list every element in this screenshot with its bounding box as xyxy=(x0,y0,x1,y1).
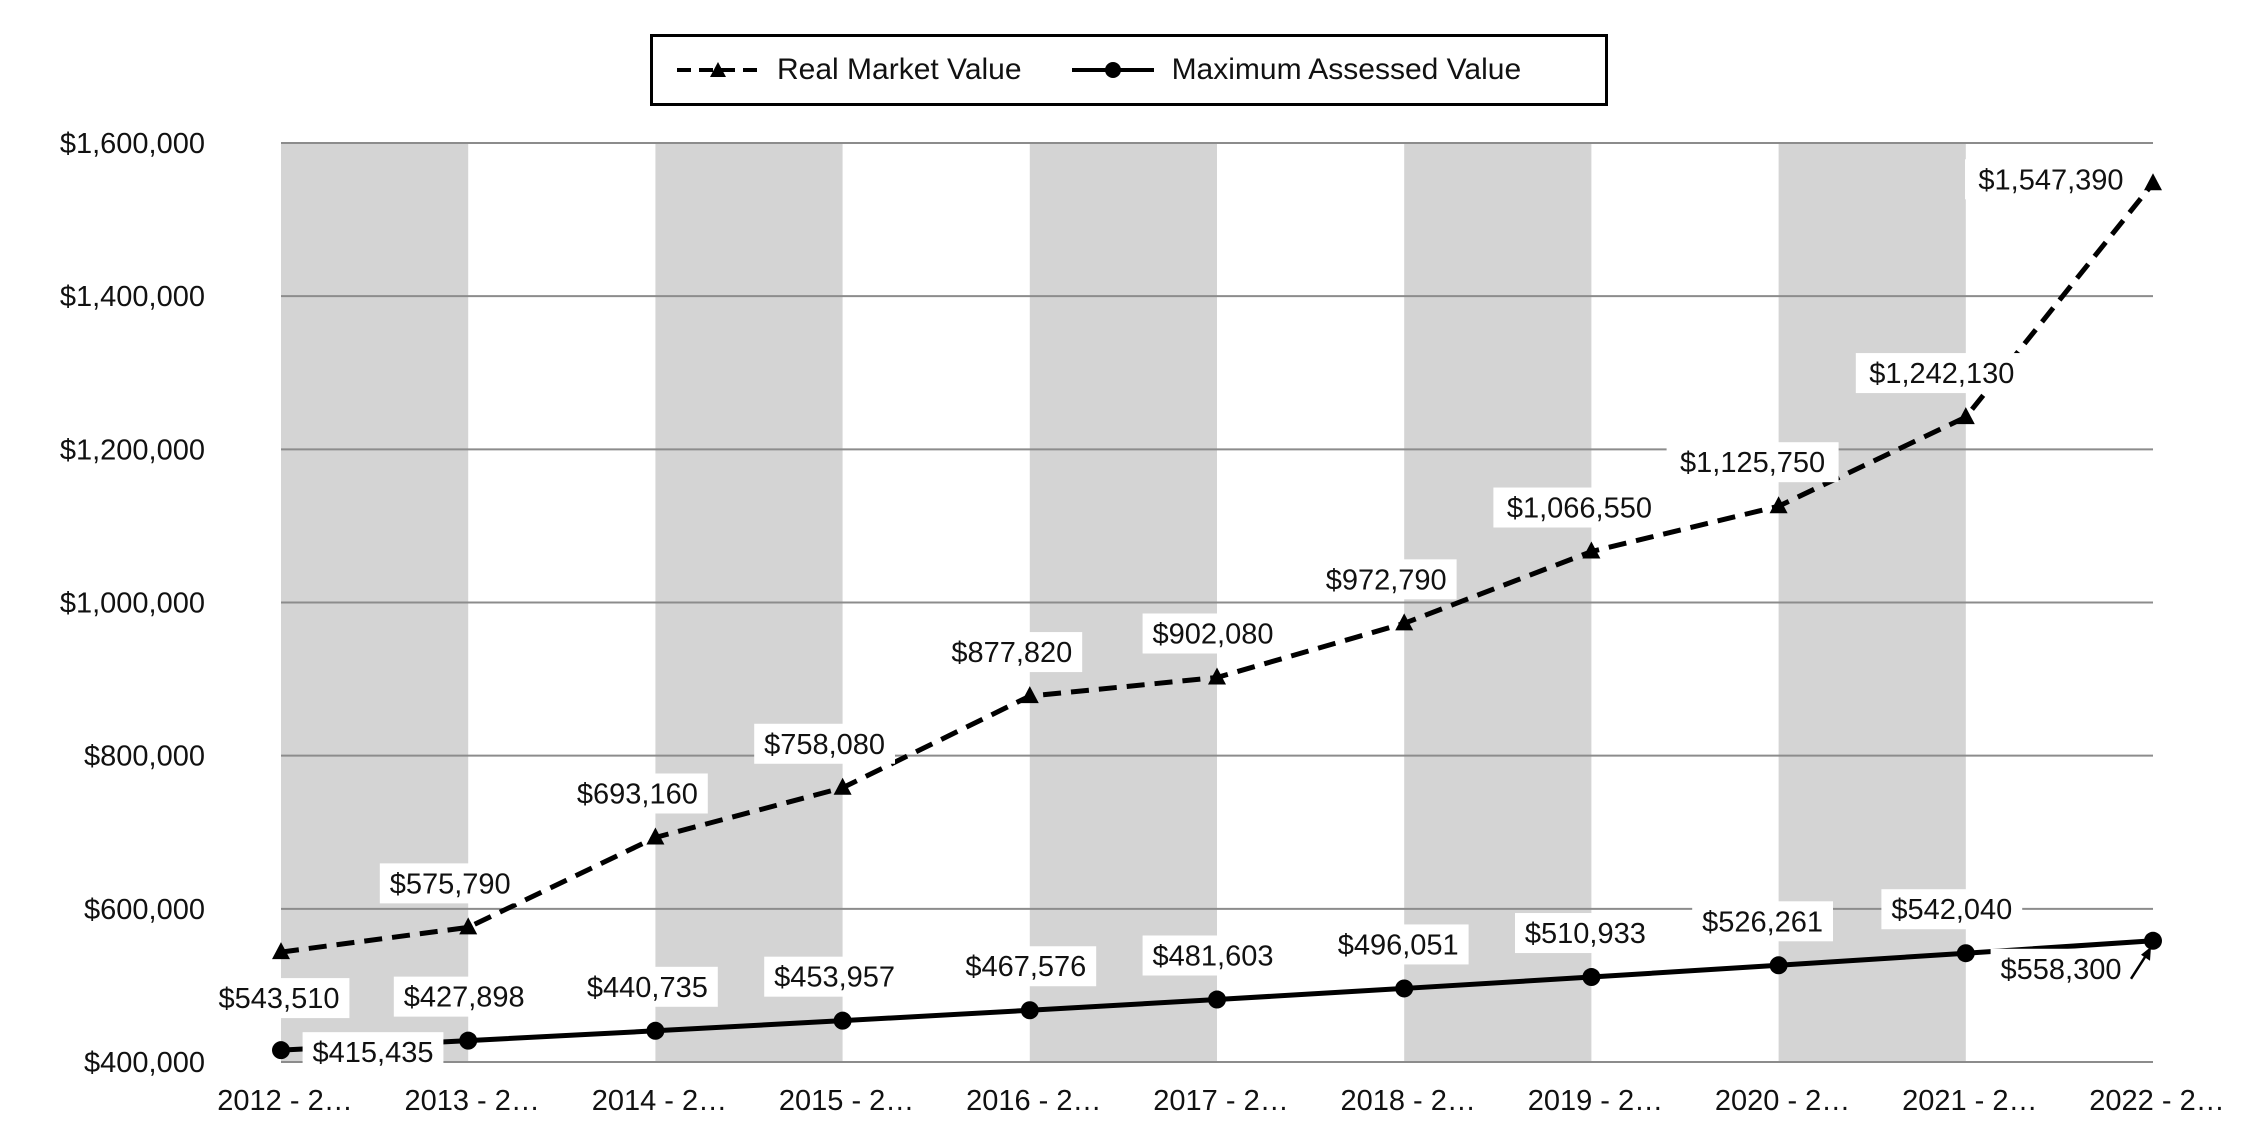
data-label-real-market-value: $1,547,390 xyxy=(1978,164,2123,196)
point-real-market-value xyxy=(272,942,290,960)
data-label-maximum-assessed-value-bg xyxy=(1327,924,1469,965)
data-label-maximum-assessed-value: $558,300 xyxy=(2001,954,2122,986)
point-maximum-assessed-value xyxy=(1208,990,1226,1009)
data-label-real-market-value-bg xyxy=(208,978,350,1019)
data-label-real-market-value-bg xyxy=(379,863,521,904)
y-tick-label: $800,000 xyxy=(84,741,205,773)
y-tick-label: $1,200,000 xyxy=(60,434,205,466)
legend-item-maximum-assessed-value[interactable]: Maximum Assessed Value xyxy=(1068,53,1522,87)
point-maximum-assessed-value xyxy=(833,1011,852,1030)
data-label-maximum-assessed-value-bg xyxy=(1142,935,1284,976)
data-label-maximum-assessed-value: $453,957 xyxy=(774,962,895,994)
point-real-market-value xyxy=(2144,173,2162,191)
data-label-real-market-value: $575,790 xyxy=(390,868,511,900)
data-label-maximum-assessed-value-bg xyxy=(1692,901,1833,942)
legend: Real Market Value Maximum Assessed Value xyxy=(650,34,1608,106)
point-real-market-value xyxy=(833,777,852,795)
point-real-market-value xyxy=(1020,686,1039,704)
x-tick-label: 2019 - 2… xyxy=(1528,1085,1663,1117)
gridlines xyxy=(281,142,2153,1063)
y-tick-label: $1,400,000 xyxy=(60,281,205,313)
data-label-maximum-assessed-value-bg xyxy=(302,1032,444,1073)
data-label-real-market-value-bg xyxy=(941,632,1083,673)
data-label-real-market-value: $1,125,750 xyxy=(1680,447,1825,479)
data-label-maximum-assessed-value: $415,435 xyxy=(313,1037,434,1069)
point-real-market-value xyxy=(1582,541,1601,559)
x-tick-label: 2022 - 2… xyxy=(2089,1085,2224,1117)
x-axis-ticks: 2012 - 2… 2013 - 2… 2014 - 2… 2015 - 2… 2016… xyxy=(217,1085,2224,1117)
series-markers xyxy=(272,173,2162,1060)
data-label-real-market-value: $543,510 xyxy=(219,983,340,1015)
x-tick-label: 2013 - 2… xyxy=(404,1085,539,1117)
data-label-maximum-assessed-value: $542,040 xyxy=(1891,894,2012,926)
data-label-maximum-assessed-value-bg xyxy=(577,966,718,1007)
data-label-real-market-value-bg xyxy=(1493,487,1666,528)
y-tick-label: $1,600,000 xyxy=(60,128,205,160)
y-tick-label: $600,000 xyxy=(84,894,205,926)
point-maximum-assessed-value xyxy=(1395,979,1414,998)
point-maximum-assessed-value xyxy=(1020,1001,1039,1020)
x-tick-label: 2018 - 2… xyxy=(1340,1085,1475,1117)
x-tick-label: 2021 - 2… xyxy=(1902,1085,2037,1117)
data-label-maximum-assessed-value-bg xyxy=(1515,913,1656,954)
data-label-real-market-value-bg xyxy=(567,773,708,814)
data-label-maximum-assessed-value-bg xyxy=(1881,889,2023,930)
data-label-real-market-value: $877,820 xyxy=(951,637,1072,669)
data-label-maximum-assessed-value: $496,051 xyxy=(1338,929,1459,961)
data-label-maximum-assessed-value-bg xyxy=(393,976,535,1017)
legend-swatch-solid-circle-icon xyxy=(1071,62,1154,78)
data-label-real-market-value-bg xyxy=(1965,159,2137,200)
point-real-market-value xyxy=(646,827,665,845)
data-label-maximum-assessed-value: $481,603 xyxy=(1153,941,1274,973)
y-tick-label: $1,000,000 xyxy=(60,588,205,620)
data-label-real-market-value-bg xyxy=(1142,613,1284,654)
point-real-market-value xyxy=(1769,496,1788,514)
data-label-real-market-value: $972,790 xyxy=(1326,564,1447,596)
data-label-maximum-assessed-value: $467,576 xyxy=(965,951,1086,983)
legend-label-real-market-value: Real Market Value xyxy=(777,53,1022,86)
point-maximum-assessed-value xyxy=(459,1031,478,1050)
point-real-market-value xyxy=(1208,667,1226,685)
x-tick-label: 2014 - 2… xyxy=(592,1085,727,1117)
data-label-real-market-value: $1,242,130 xyxy=(1869,358,2014,390)
point-maximum-assessed-value xyxy=(646,1021,665,1040)
leader-arrowhead xyxy=(2141,946,2151,961)
data-label-maximum-assessed-value: $526,261 xyxy=(1702,906,1823,938)
data-label-maximum-assessed-value: $510,933 xyxy=(1525,918,1646,950)
data-label-real-market-value-bg xyxy=(754,723,895,764)
point-real-market-value xyxy=(1956,407,1975,425)
data-label-real-market-value: $693,160 xyxy=(577,778,698,810)
x-tick-label: 2017 - 2… xyxy=(1153,1085,1288,1117)
legend-label-maximum-assessed-value: Maximum Assessed Value xyxy=(1171,53,1522,86)
data-label-real-market-value: $758,080 xyxy=(764,729,885,761)
x-tick-label: 2015 - 2… xyxy=(779,1085,914,1117)
data-label-maximum-assessed-value: $440,735 xyxy=(587,972,708,1004)
x-tick-label: 2016 - 2… xyxy=(966,1085,1101,1117)
y-axis-ticks: $400,000 $600,000 $800,000 $1,000,000 $1,200… xyxy=(60,128,205,1079)
data-label-real-market-value-bg xyxy=(1315,559,1457,600)
data-label-maximum-assessed-value: $427,898 xyxy=(404,982,525,1014)
data-label-real-market-value-bg xyxy=(1666,442,1839,483)
x-tick-label: 2012 - 2… xyxy=(217,1085,352,1117)
point-maximum-assessed-value xyxy=(272,1041,290,1060)
data-label-maximum-assessed-value-bg xyxy=(955,946,1097,987)
point-maximum-assessed-value xyxy=(1956,944,1975,963)
point-real-market-value xyxy=(1395,613,1414,631)
y-tick-label: $400,000 xyxy=(84,1047,205,1079)
data-label-real-market-value: $902,080 xyxy=(1153,618,1274,650)
point-maximum-assessed-value xyxy=(1582,968,1601,987)
data-labels: $543,510 $575,790 $693,160 $758,080 $877,820… xyxy=(208,159,2151,1073)
point-maximum-assessed-value xyxy=(1769,956,1788,975)
point-maximum-assessed-value xyxy=(2144,931,2162,950)
data-label-real-market-value-bg xyxy=(1855,353,2028,394)
point-real-market-value xyxy=(459,917,478,935)
data-label-real-market-value: $1,066,550 xyxy=(1507,493,1652,525)
data-label-maximum-assessed-value-bg xyxy=(1990,948,2132,989)
legend-swatch-dashed-triangle-icon xyxy=(677,62,759,77)
legend-item-real-market-value[interactable]: Real Market Value xyxy=(673,53,1022,87)
x-tick-label: 2020 - 2… xyxy=(1715,1085,1850,1117)
data-label-maximum-assessed-value-bg xyxy=(764,956,905,997)
